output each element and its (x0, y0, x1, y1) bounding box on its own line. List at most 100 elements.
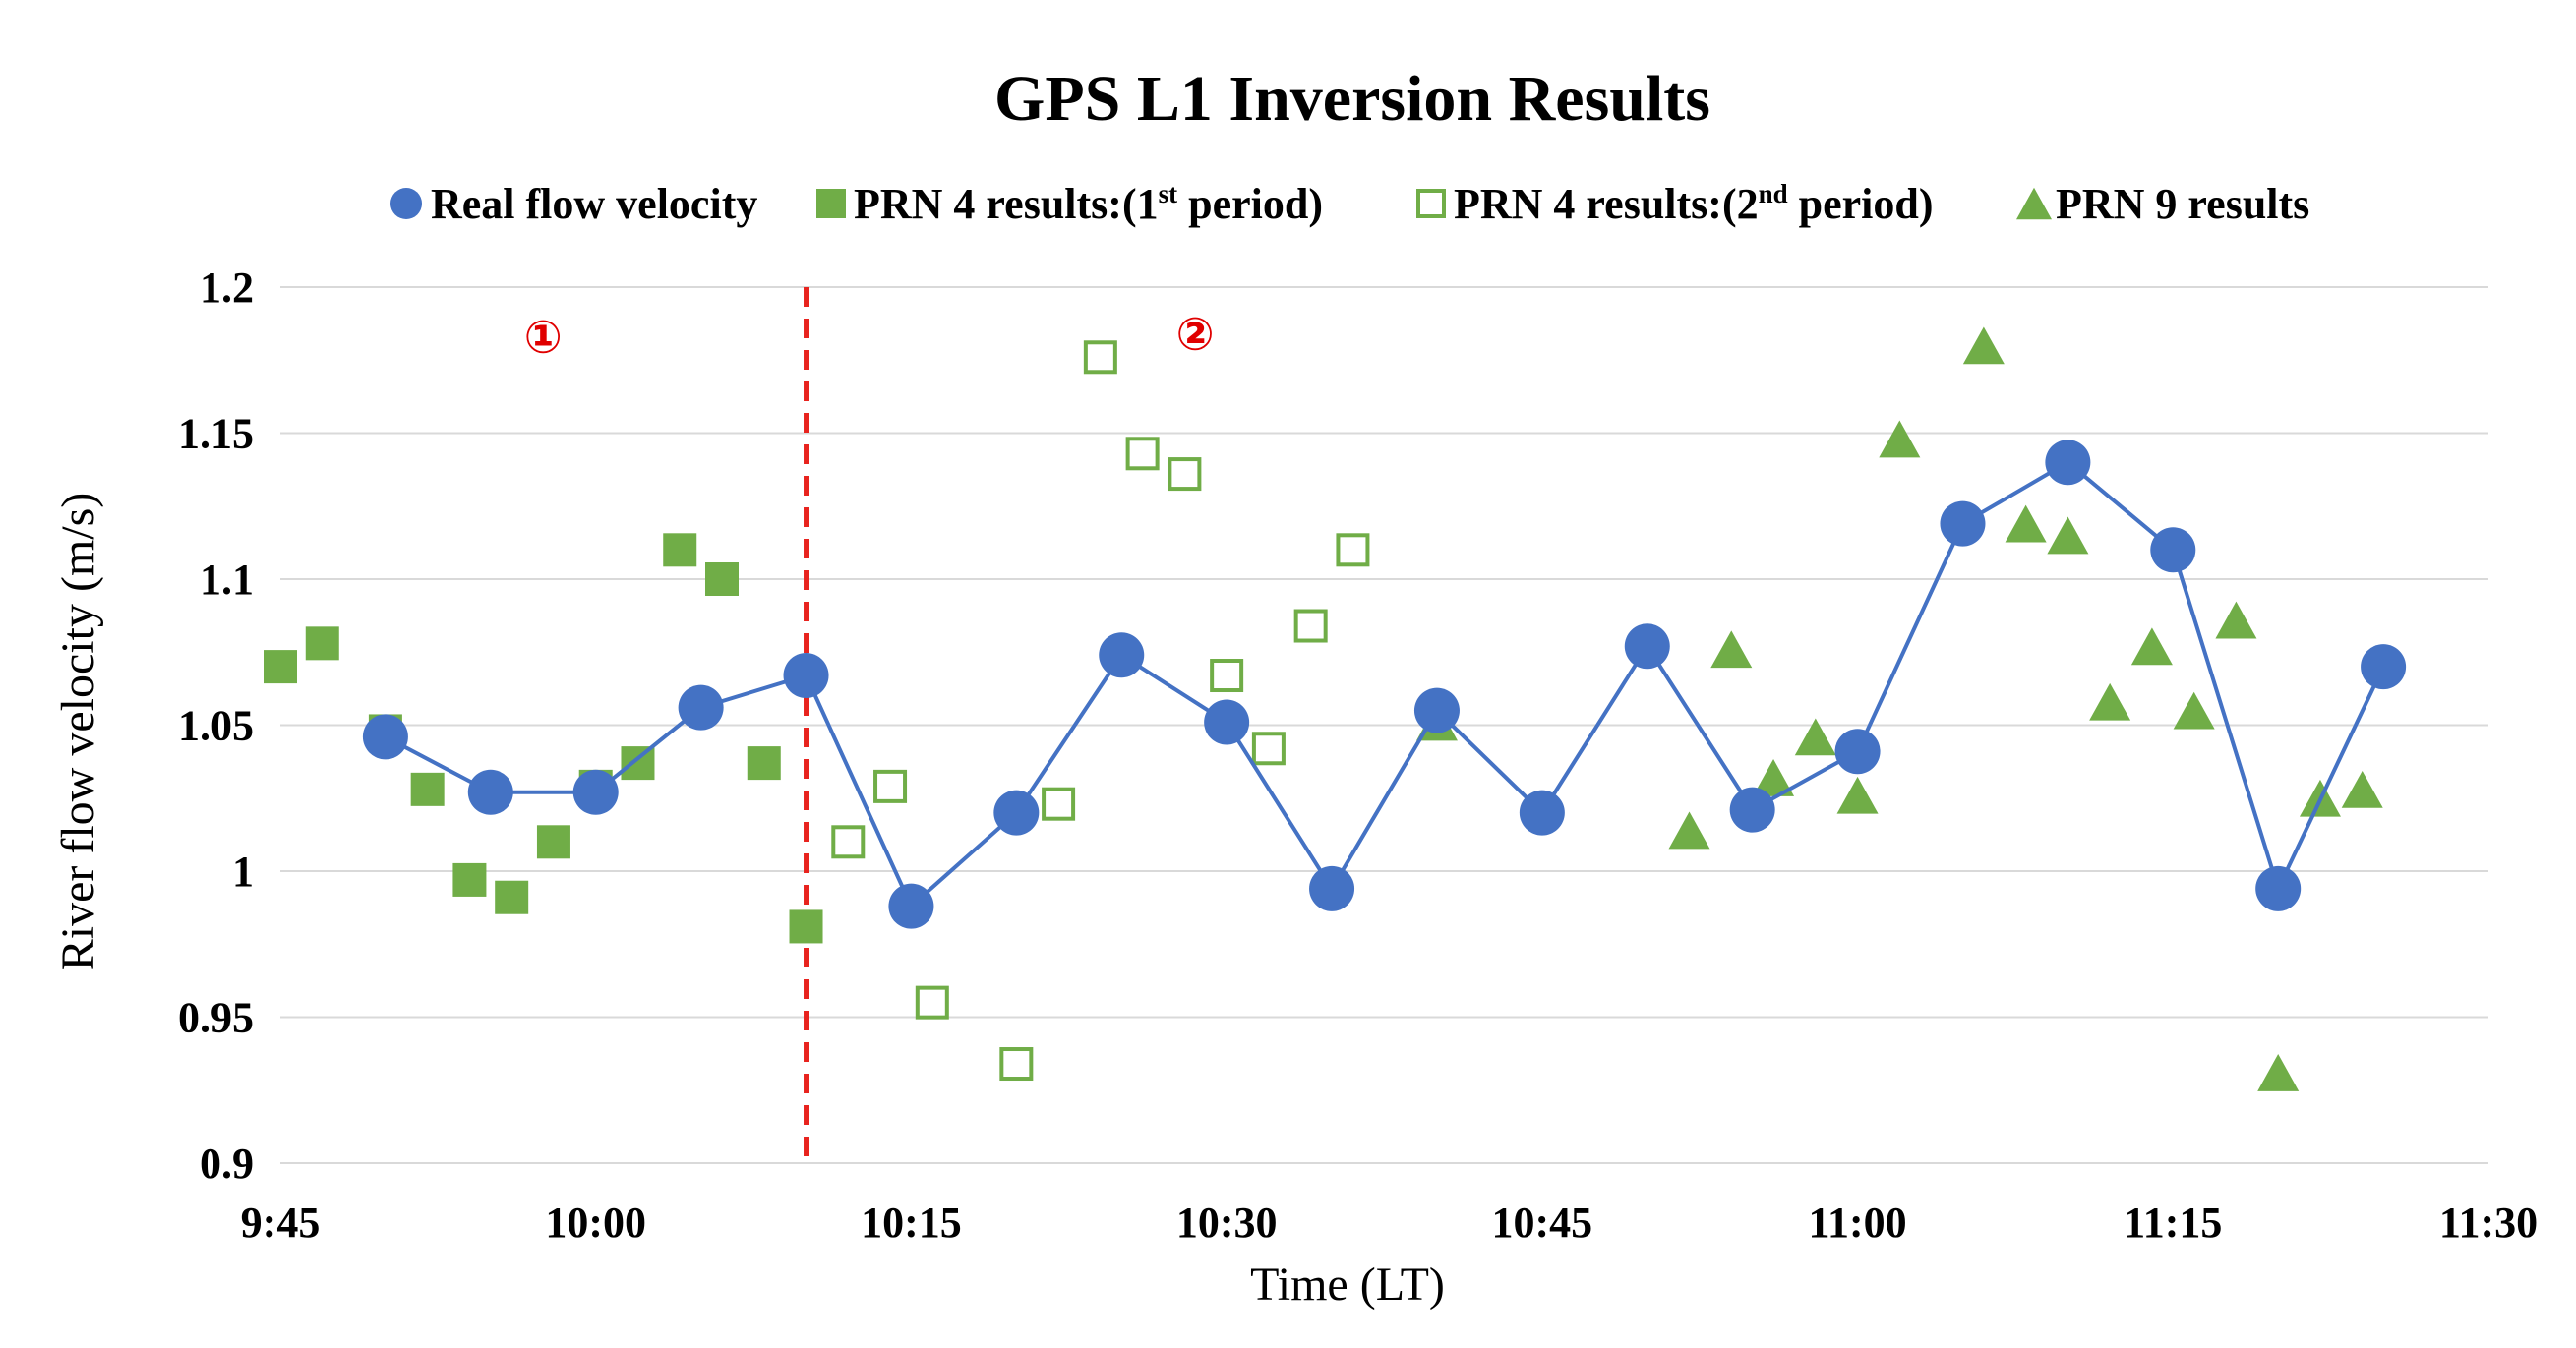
legend-item: PRN 4 results:(1st period) (816, 179, 1323, 228)
data-point (831, 825, 866, 859)
y-tick-label: 1.2 (200, 264, 254, 312)
legend-label: Real flow velocity (431, 180, 757, 228)
y-tick-label: 1.15 (178, 410, 254, 458)
data-point (495, 880, 529, 914)
data-point (1042, 787, 1076, 821)
data-point (264, 650, 297, 684)
data-point (452, 862, 487, 897)
data-point (2255, 865, 2302, 911)
y-tick-label: 0.95 (178, 994, 254, 1042)
data-point (873, 769, 908, 803)
data-point (2257, 1054, 2300, 1091)
legend-label-part: PRN 4 results:(2 (1454, 180, 1759, 228)
data-point (999, 1047, 1034, 1082)
data-point (1729, 787, 1775, 833)
y-axis-label: River flow velocity (m/s) (52, 493, 104, 971)
legend-label: PRN 4 results:(2nd period) (1454, 179, 1934, 228)
legend-label: PRN 4 results:(1st period) (854, 179, 1323, 228)
region-label: ② (1176, 309, 1215, 360)
x-tick-label: 9:45 (241, 1199, 321, 1247)
data-point (1624, 623, 1670, 670)
x-axis-label: Time (LT) (1250, 1259, 1445, 1311)
data-point (1083, 340, 1117, 375)
x-tick-labels: 9:45 10:00 10:15 10:30 10:45 11:00 11:15 11:30 (241, 1199, 2538, 1247)
data-point (572, 769, 619, 815)
x-tick-label: 10:30 (1176, 1199, 1278, 1247)
data-point (1125, 437, 1160, 471)
legend-label-part: Real flow velocity (431, 180, 757, 228)
data-point (1099, 632, 1145, 678)
series-2 (831, 340, 1370, 1082)
legend-label-part: period) (1788, 180, 1934, 228)
data-point (2130, 627, 2173, 666)
data-point (678, 684, 724, 731)
data-point (2150, 527, 2196, 573)
data-point (410, 772, 445, 806)
legend-marker (1416, 189, 1446, 218)
series-line (384, 459, 2385, 909)
series-1 (264, 533, 823, 944)
data-point (536, 825, 570, 859)
legend-marker (2016, 187, 2052, 220)
legend-label-part: PRN 4 results:(1 (854, 180, 1159, 228)
y-tick-label: 1.1 (200, 556, 254, 604)
data-point (1336, 533, 1370, 567)
data-point (1836, 776, 1879, 814)
data-point (2173, 691, 2215, 730)
y-tick-label: 0.9 (200, 1140, 254, 1188)
y-tick-label: 1 (232, 848, 254, 896)
data-point (1668, 811, 1710, 850)
data-point (1879, 420, 1921, 458)
x-tick-label: 11:00 (1808, 1199, 1906, 1247)
legend-label-part: PRN 9 results (2056, 180, 2309, 228)
data-point (1962, 326, 2005, 365)
data-point (1168, 457, 1202, 492)
data-point (663, 533, 697, 567)
data-point (2215, 601, 2257, 639)
gridlines (280, 286, 2488, 1019)
data-point (888, 883, 934, 929)
series-layer (264, 326, 2407, 1091)
legend-label: PRN 9 results (2056, 180, 2309, 228)
data-point (1834, 729, 1881, 775)
data-point (2047, 516, 2089, 555)
data-point (783, 653, 829, 699)
x-tick-label: 11:30 (2439, 1199, 2538, 1247)
legend: Real flow velocity PRN 4 results:(1st per… (390, 179, 2309, 228)
series-0 (362, 440, 2407, 929)
region-label: ① (524, 311, 563, 362)
x-tick-label: 11:15 (2124, 1199, 2222, 1247)
legend-label-superscript: nd (1759, 179, 1788, 208)
data-point (362, 714, 408, 760)
data-point (2361, 644, 2407, 690)
x-tick-label: 10:00 (545, 1199, 646, 1247)
data-point (1309, 865, 1355, 911)
legend-item: PRN 4 results:(2nd period) (1416, 179, 1934, 228)
data-point (1251, 732, 1286, 766)
legend-label-part: period) (1177, 180, 1323, 228)
data-point (2089, 682, 2131, 721)
data-point (1413, 687, 1460, 733)
data-point (1204, 699, 1250, 745)
legend-marker (390, 188, 422, 219)
legend-label-superscript: st (1159, 179, 1178, 208)
data-point (2005, 504, 2047, 543)
data-point (305, 626, 339, 661)
y-tick-labels: 0.9 0.95 1 1.05 1.1 1.15 1.2 (178, 264, 254, 1188)
legend-item: PRN 9 results (2016, 180, 2309, 228)
data-point (1519, 790, 1565, 836)
data-point (1753, 759, 1795, 796)
data-point (747, 746, 781, 781)
data-point (1794, 718, 1836, 756)
data-point (789, 909, 823, 944)
data-point (1710, 630, 1753, 669)
data-point (993, 790, 1040, 836)
chart-title: GPS L1 Inversion Results (994, 63, 1710, 135)
x-tick-label: 10:45 (1492, 1199, 1593, 1247)
data-point (2341, 770, 2383, 808)
y-tick-label: 1.05 (178, 702, 254, 750)
legend-item: Real flow velocity (390, 180, 757, 228)
x-tick-label: 10:15 (861, 1199, 962, 1247)
